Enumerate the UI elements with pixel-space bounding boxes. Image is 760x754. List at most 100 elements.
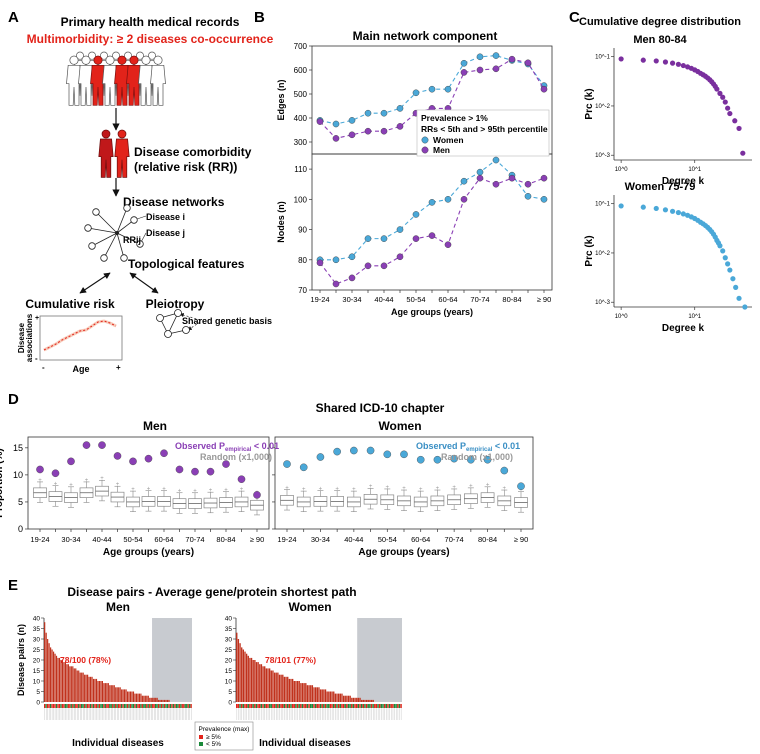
eMen-bar bbox=[97, 681, 99, 702]
eWomen-prevalence-cell bbox=[351, 704, 353, 708]
eMen-prevalence-cell bbox=[100, 704, 102, 708]
cWomen-xtick-label: 10^0 bbox=[615, 314, 628, 320]
eWomen-prevalence-cell bbox=[324, 704, 327, 708]
eWomen-ytick-label: 35 bbox=[225, 626, 233, 633]
eWomen-bar bbox=[268, 668, 271, 702]
eMen-bar bbox=[58, 657, 61, 702]
eMen-bar bbox=[52, 651, 55, 702]
eMen-bar bbox=[61, 660, 64, 702]
person-front-4-body bbox=[114, 64, 130, 106]
net-node-0 bbox=[92, 208, 100, 216]
eMen-bar bbox=[84, 674, 86, 702]
eMen-prevalence-cell bbox=[118, 704, 120, 708]
dMen-observed-point bbox=[82, 441, 91, 449]
eWomen-bar bbox=[301, 683, 304, 702]
bNodes-xtick-label: 19-24 bbox=[310, 295, 329, 304]
dWomen-observed-point bbox=[450, 454, 458, 463]
eWomen-bar bbox=[324, 689, 327, 702]
eMen-prevalence-cell bbox=[138, 704, 140, 708]
eMen-prevalence-cell bbox=[82, 704, 84, 708]
eMen-bar bbox=[67, 664, 69, 702]
bEdges-women-point bbox=[428, 85, 436, 93]
eMen-bar bbox=[98, 681, 101, 702]
panel-d-title: Shared ICD-10 chapter bbox=[316, 401, 445, 415]
eMen-bar bbox=[95, 678, 98, 702]
cMen-point bbox=[736, 125, 742, 132]
eMen-bar bbox=[94, 678, 96, 702]
eWomen-prevalence-cell bbox=[364, 704, 366, 708]
eMen-bar bbox=[107, 683, 109, 702]
cWomen-point bbox=[725, 261, 731, 267]
eMen-bar bbox=[81, 672, 83, 702]
person-front-7-body bbox=[150, 64, 166, 106]
eMen-bar bbox=[113, 685, 115, 702]
eMen-prevalence-cell bbox=[144, 704, 146, 708]
eMen-ytick-label: 25 bbox=[33, 647, 41, 654]
eWomen-bar bbox=[283, 676, 286, 702]
dMen-xtick-label: 30-34 bbox=[61, 535, 80, 544]
eMen-prevalence-cell bbox=[89, 704, 92, 708]
person-front-6-body bbox=[138, 64, 154, 106]
person-front-1-head bbox=[81, 55, 91, 65]
panel-a-multimorbidity: Multimorbidity: ≥ 2 diseases co-occurren… bbox=[27, 32, 274, 46]
eMen-bar bbox=[156, 697, 158, 702]
eMen-bar bbox=[168, 699, 170, 702]
panel-e: E Disease pairs - Average gene/protein s… bbox=[8, 577, 402, 751]
eWomen-bar bbox=[298, 681, 300, 702]
eWomen-prevalence-cell bbox=[277, 704, 279, 708]
d-women-title: Women bbox=[378, 419, 421, 433]
eMen-bar bbox=[115, 687, 117, 702]
panel-c-title: Cumulative degree distribution bbox=[579, 16, 741, 28]
cWomen-ytick-label: 10^-2 bbox=[595, 251, 610, 257]
net-node-7 bbox=[123, 204, 131, 212]
eWomen-prevalence-cell bbox=[255, 704, 258, 708]
dMen-observed-point bbox=[51, 469, 60, 478]
eMen-prevalence-cell bbox=[107, 704, 109, 708]
eWomen-prevalence-cell bbox=[305, 704, 307, 708]
eWomen-bar bbox=[354, 697, 356, 702]
bNodes-women-point bbox=[524, 193, 532, 200]
eWomen-prevalence-cell bbox=[337, 704, 340, 708]
eMen-bar bbox=[73, 668, 75, 702]
eWomen-prevalence-cell bbox=[400, 704, 402, 708]
legend-prevalence: Prevalence > 1% bbox=[421, 113, 488, 123]
dWomen-outlier: + bbox=[352, 487, 356, 493]
dMen-observed-point bbox=[191, 467, 199, 476]
dMen-xtick-label: 40-44 bbox=[92, 535, 111, 544]
person-back-2-head bbox=[99, 51, 109, 60]
eWomen-prevalence-cell bbox=[260, 704, 263, 708]
panel-b: B Main network component 300 400 500 600 700… bbox=[254, 9, 553, 317]
eWomen-bar bbox=[257, 662, 259, 702]
eWomen-prevalence-cell bbox=[375, 704, 378, 708]
mini-risk-line bbox=[43, 320, 117, 351]
net-node-3 bbox=[100, 254, 108, 262]
dWomen-outlier: + bbox=[369, 484, 373, 490]
mini-risk-chart: + - - + Age Disease associations bbox=[17, 313, 123, 374]
eMen-prevalence-cell bbox=[149, 704, 151, 708]
panel-a-title: Primary health medical records bbox=[61, 15, 240, 29]
eMen-shaded-region bbox=[152, 618, 192, 702]
eMen-prevalence-cell bbox=[159, 704, 161, 708]
mini-y-label-1: Disease bbox=[17, 322, 26, 353]
pleio-node-1 bbox=[174, 309, 182, 317]
eMen-bar bbox=[124, 689, 126, 702]
eWomen-prevalence-cell bbox=[362, 704, 364, 708]
eMen-prevalence-cell bbox=[156, 704, 158, 708]
dMen-xtick-label: 60-64 bbox=[154, 535, 173, 544]
dMen-outlier: + bbox=[131, 487, 135, 493]
eWomen-bar bbox=[249, 657, 251, 702]
eMen-prevalence-cell bbox=[98, 704, 101, 708]
eWomen-bar bbox=[285, 676, 287, 702]
eWomen-bar bbox=[357, 697, 360, 702]
bEdges-men-point bbox=[508, 55, 516, 63]
dMen-xtick-label: 80-84 bbox=[216, 535, 235, 544]
eMen-prevalence-cell bbox=[178, 704, 180, 708]
dWomen-outlier: + bbox=[452, 485, 456, 491]
dWomen-outlier: + bbox=[436, 486, 440, 492]
cWomen-xlabel: Degree k bbox=[662, 323, 705, 334]
cMen-point bbox=[740, 150, 746, 156]
eMen-prevalence-cell bbox=[155, 704, 157, 708]
eWomen-prevalence-cell bbox=[272, 704, 274, 708]
eWomen-bar bbox=[280, 674, 282, 702]
eWomen-bar bbox=[241, 647, 243, 702]
